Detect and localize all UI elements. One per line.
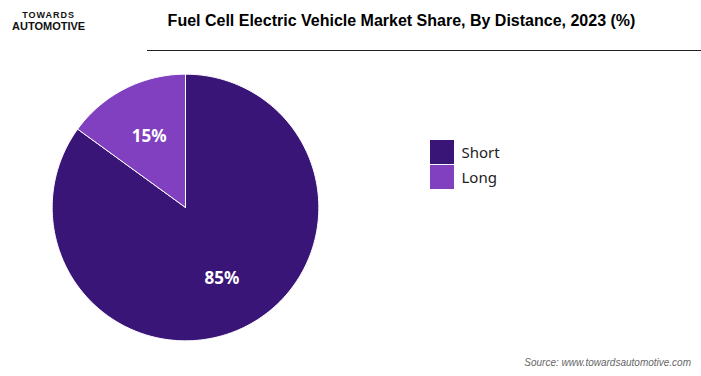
html-text:Fuel Cell Electric Vehicle Mar: Fuel Cell Electric Vehicle Market Share,… xyxy=(167,12,636,29)
html-text:Source: www.towardsautomotive.: Source: www.towardsautomotive.com xyxy=(524,357,691,368)
html-text:AUTOMOTIVE: AUTOMOTIVE xyxy=(12,20,86,33)
svg-text:85%: 85% xyxy=(204,266,239,289)
html-text:Short: Short xyxy=(461,142,500,162)
svg-text:15%: 15% xyxy=(132,124,167,147)
html-text:TOWARDS: TOWARDS xyxy=(22,10,75,20)
html-text:Long: Long xyxy=(461,167,497,187)
